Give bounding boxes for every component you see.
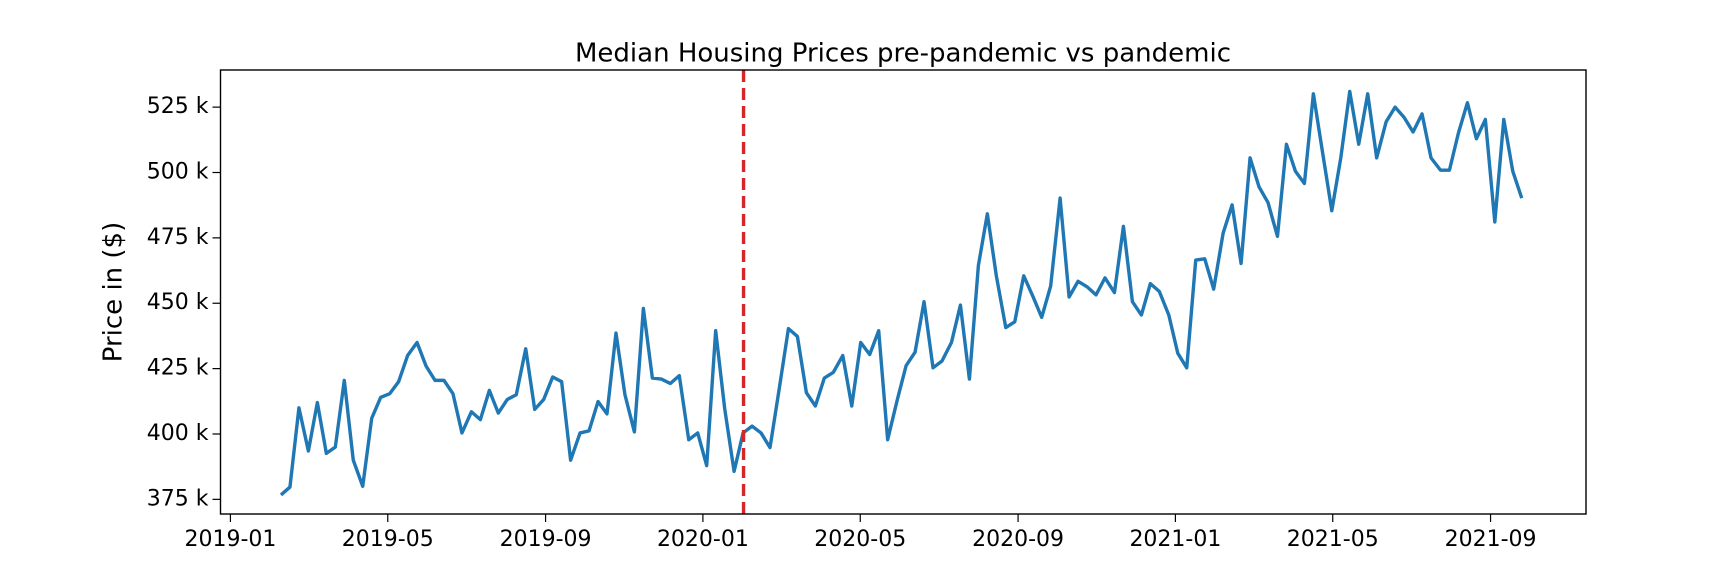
x-tick-label: 2020-05 <box>814 527 906 552</box>
x-tick-label: 2020-01 <box>657 527 749 552</box>
y-tick-label: 425 k <box>147 356 209 381</box>
x-tick-label: 2019-09 <box>500 527 592 552</box>
y-axis-label: Price in ($) <box>99 222 129 363</box>
x-tick-label: 2021-09 <box>1445 527 1537 552</box>
x-tick-label: 2019-01 <box>184 527 276 552</box>
y-tick-label: 450 k <box>147 290 209 315</box>
data-line <box>279 89 1524 497</box>
chart-title: Median Housing Prices pre-pandemic vs pa… <box>575 39 1231 69</box>
y-tick-label: 475 k <box>147 225 209 250</box>
plot-frame <box>219 69 1587 515</box>
y-tick-label: 525 k <box>147 94 209 119</box>
x-tick-label: 2021-01 <box>1129 527 1221 552</box>
x-tick-label: 2021-05 <box>1287 527 1379 552</box>
y-tick-label: 400 k <box>147 421 209 446</box>
y-tick-label: 500 k <box>147 160 209 185</box>
x-tick-label: 2020-09 <box>972 527 1064 552</box>
x-tick-label: 2019-05 <box>342 527 434 552</box>
y-tick-label: 375 k <box>147 486 209 511</box>
